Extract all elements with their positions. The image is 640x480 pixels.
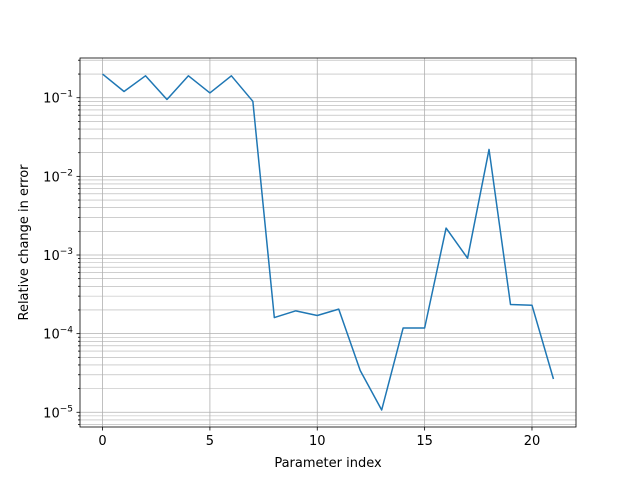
y-axis-label: Relative change in error — [17, 164, 32, 321]
y-tick-label-exponent: −2 — [60, 168, 73, 178]
y-tick-label-base: 10 — [43, 170, 60, 185]
y-tick-label: 10−2 — [43, 168, 73, 185]
y-tick-label-base: 10 — [43, 406, 60, 421]
x-tick-label: 5 — [206, 434, 214, 449]
y-tick-label: 10−1 — [43, 90, 73, 107]
y-tick-label-exponent: −4 — [60, 326, 74, 336]
y-tick-label-exponent: −3 — [60, 247, 73, 257]
x-tick-label: 10 — [309, 434, 326, 449]
y-tick-label-base: 10 — [43, 249, 60, 264]
plot-frame — [79, 57, 577, 428]
y-tick-label-exponent: −5 — [60, 404, 73, 414]
x-tick-label: 15 — [416, 434, 433, 449]
grid — [80, 58, 576, 427]
y-tick-label-exponent: −1 — [60, 90, 73, 100]
series-line — [102, 73, 555, 411]
x-axis-label: Parameter index — [274, 456, 382, 471]
y-tick-label-base: 10 — [43, 328, 60, 343]
y-tick-label: 10−5 — [43, 404, 73, 421]
y-tick-label: 10−4 — [43, 326, 73, 343]
y-tick-label: 10−3 — [43, 247, 73, 264]
ticks: 10−510−410−310−210−10 5 10 15 20 — [43, 59, 541, 449]
series-layer — [102, 73, 555, 411]
x-tick-label: 0 — [98, 434, 106, 449]
x-tick-label: 20 — [524, 434, 541, 449]
y-tick-label-base: 10 — [43, 92, 60, 107]
